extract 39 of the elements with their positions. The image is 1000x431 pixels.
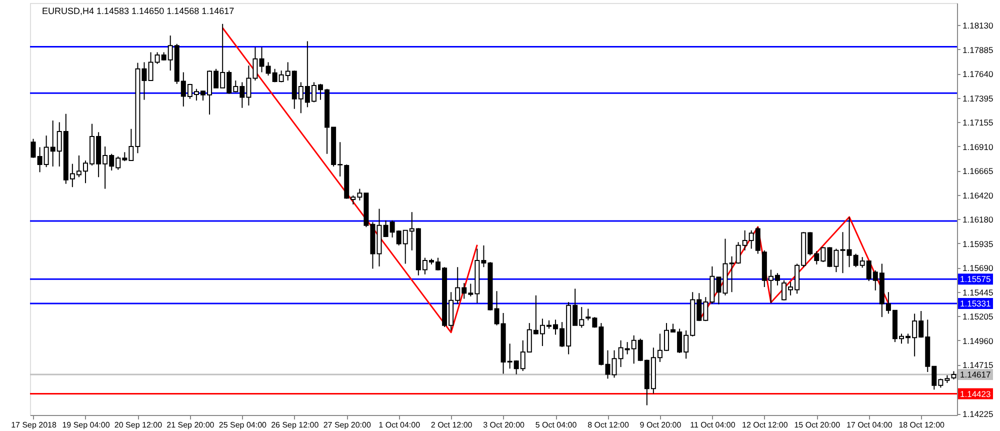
y-tick-label: 1.15935 bbox=[962, 238, 994, 249]
x-tick-label: 17 Oct 04:00 bbox=[846, 420, 893, 430]
x-tick-label: 17 Sep 2018 bbox=[11, 420, 57, 430]
y-tick-label: 1.17155 bbox=[962, 117, 994, 128]
ref-line-label: 1.15331 bbox=[960, 298, 991, 308]
y-tick-label: 1.16665 bbox=[962, 166, 994, 176]
x-tick-label: 20 Sep 12:00 bbox=[114, 420, 163, 430]
ref-line-label: 1.15575 bbox=[960, 274, 991, 284]
x-tick-label: 2 Oct 12:00 bbox=[430, 420, 473, 430]
y-tick-label: 1.17395 bbox=[962, 94, 994, 104]
y-tick-label: 1.14960 bbox=[962, 336, 994, 346]
x-tick-label: 5 Oct 04:00 bbox=[535, 420, 578, 430]
x-tick-label: 15 Oct 20:00 bbox=[794, 420, 841, 430]
x-tick-label: 11 Oct 04:00 bbox=[690, 420, 736, 430]
y-tick-label: 1.14715 bbox=[962, 360, 994, 370]
ref-line-label: 1.14617 bbox=[960, 369, 991, 380]
x-tick-label: 12 Oct 12:00 bbox=[742, 420, 788, 430]
y-tick-label: 1.16180 bbox=[962, 214, 994, 224]
chart-title: EURUSD,H4 1.14583 1.14650 1.14568 1.14617 bbox=[42, 6, 234, 16]
y-tick-label: 1.17885 bbox=[962, 44, 994, 55]
ref-line-label: 1.14423 bbox=[960, 388, 991, 399]
x-tick-label: 19 Sep 04:00 bbox=[62, 420, 110, 430]
x-tick-label: 18 Oct 12:00 bbox=[898, 420, 946, 430]
x-tick-label: 3 Oct 20:00 bbox=[483, 420, 526, 430]
x-tick-label: 25 Sep 04:00 bbox=[218, 420, 268, 430]
y-tick-label: 1.18130 bbox=[962, 20, 994, 30]
y-tick-label: 1.17640 bbox=[962, 69, 994, 80]
y-tick-label: 1.15690 bbox=[962, 263, 994, 274]
y-tick-label: 1.15205 bbox=[962, 311, 994, 322]
x-tick-label: 27 Sep 20:00 bbox=[323, 420, 372, 430]
y-tick-label: 1.14225 bbox=[962, 409, 994, 420]
x-tick-label: 1 Oct 04:00 bbox=[378, 420, 421, 430]
x-tick-label: 9 Oct 20:00 bbox=[640, 420, 682, 430]
y-tick-label: 1.15445 bbox=[962, 288, 994, 298]
y-tick-label: 1.16910 bbox=[962, 142, 994, 152]
y-tick-label: 1.16420 bbox=[962, 190, 994, 201]
x-tick-label: 8 Oct 12:00 bbox=[588, 420, 630, 430]
x-tick-label: 26 Sep 12:00 bbox=[271, 420, 320, 430]
x-tick-label: 21 Sep 20:00 bbox=[166, 420, 215, 430]
